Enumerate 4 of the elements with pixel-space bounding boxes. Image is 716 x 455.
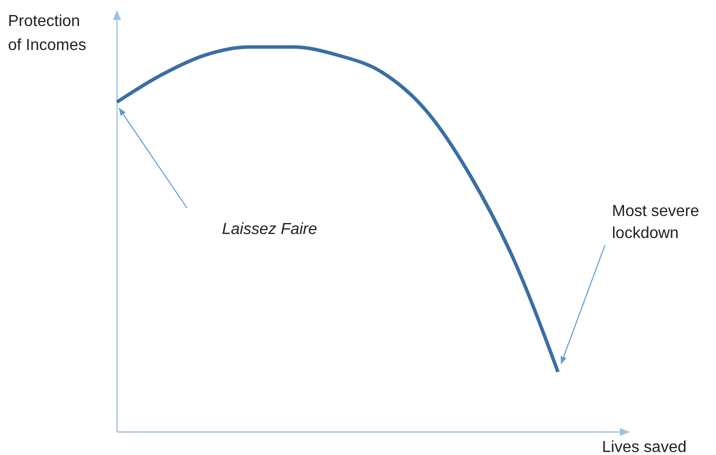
x-axis-title: Lives saved xyxy=(602,439,686,455)
text: Most severe lockdown xyxy=(612,203,700,242)
annotation: Laissez Faire xyxy=(222,221,318,238)
y-axis-title: Protection of Incomes xyxy=(8,13,86,54)
